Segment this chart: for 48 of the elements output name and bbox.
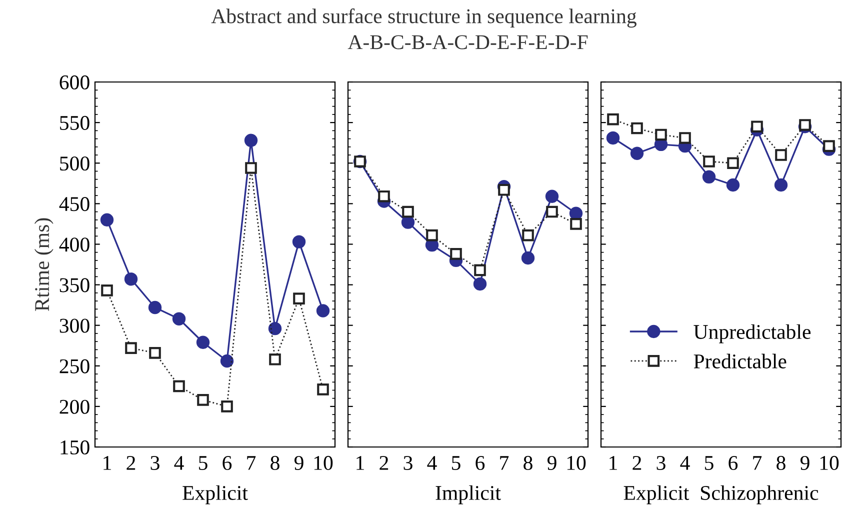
x-tick-label: 1 [356,456,364,470]
x-tick-label: 4 [427,456,437,470]
x-tick-label: 1 [104,456,111,470]
legend-label: Predictable [694,354,786,368]
y-tick-label: 350 [60,278,90,292]
x-tick-label: 2 [380,456,388,470]
x-tick-label: 3 [404,456,412,470]
x-tick-label: 3 [656,456,666,470]
x-tick-label: 2 [126,456,136,470]
x-tick-label: 7 [500,456,509,470]
x-axis-title: Explicit Schizophrenic [624,485,818,504]
x-tick-label: 3 [150,456,160,470]
x-tick-label: 8 [270,456,280,470]
x-tick-label: 1 [610,456,617,470]
x-axis-title: Explicit [182,485,248,504]
x-tick-label: 5 [199,456,208,470]
x-tick-label: 9 [800,456,810,470]
x-tick-label: 10 [820,456,839,470]
x-tick-label: 4 [174,456,184,470]
y-tick-label: 300 [60,318,90,333]
y-tick-label: 400 [59,238,90,252]
y-tick-label: 250 [60,359,90,374]
y-tick-label: 200 [60,400,90,414]
x-tick-label: 7 [247,456,256,470]
x-tick-label: 8 [524,456,532,470]
x-tick-label: 10 [567,456,586,470]
x-tick-label: 9 [294,456,304,470]
y-tick-label: 450 [59,197,90,212]
chart-subtitle: A-B-C-B-A-C-D-E-F-E-D-F [348,35,588,50]
x-tick-label: 6 [728,456,738,470]
x-tick-label: 9 [547,456,556,470]
x-tick-label: 5 [452,456,460,470]
x-tick-label: 7 [753,456,762,470]
x-axis-title: Implicit [436,485,501,504]
text: Abstract and surface structure in sequence learning [211,8,636,28]
x-tick-label: 10 [314,456,333,470]
legend-label: Unpredictable [694,324,811,344]
y-axis-title: Rtime (ms) [34,218,54,312]
y-tick-label: 550 [60,116,90,130]
y-tick-label: 600 [60,75,90,90]
x-tick-label: 8 [776,456,786,470]
x-tick-label: 5 [705,456,714,470]
x-tick-label: 6 [222,456,232,470]
x-tick-label: 6 [476,456,485,470]
x-tick-label: 2 [632,456,642,470]
x-tick-label: 4 [680,456,690,470]
y-tick-label: 500 [60,156,90,171]
y-tick-label: 150 [60,440,90,454]
